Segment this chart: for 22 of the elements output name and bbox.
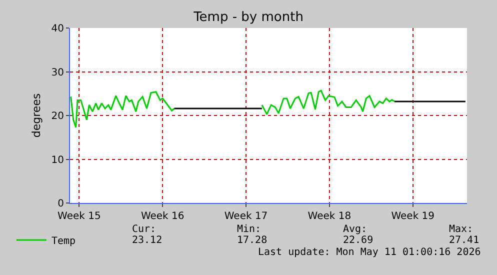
x-tick-label: Week 18	[308, 211, 352, 222]
x-tick-label: Week 17	[224, 211, 268, 222]
y-tick-label: 30	[51, 67, 64, 78]
text: Avg:	[343, 224, 368, 235]
y-axis-title: degrees	[30, 93, 43, 138]
text: 22.69	[343, 235, 374, 246]
text: Last update: Mon May 11 01:00:16 2026	[258, 247, 481, 258]
text: Max:	[449, 224, 474, 235]
y-tick-label: 0	[58, 198, 64, 210]
x-tick-label: Week 19	[391, 211, 435, 222]
text: Cur:	[132, 224, 156, 235]
x-tick-label: Week 16	[140, 211, 184, 222]
text: 17.28	[237, 235, 268, 246]
legend-label: Temp	[51, 236, 76, 247]
y-tick-label: 20	[51, 111, 64, 122]
text: 23.12	[132, 235, 162, 246]
text: Min:	[237, 224, 262, 235]
x-tick-label: Week 15	[58, 211, 101, 222]
chart-title: Temp - by month	[192, 10, 304, 26]
y-tick-label: 10	[51, 154, 64, 166]
text: 27.41	[449, 235, 480, 246]
y-tick-label: 40	[51, 24, 64, 34]
